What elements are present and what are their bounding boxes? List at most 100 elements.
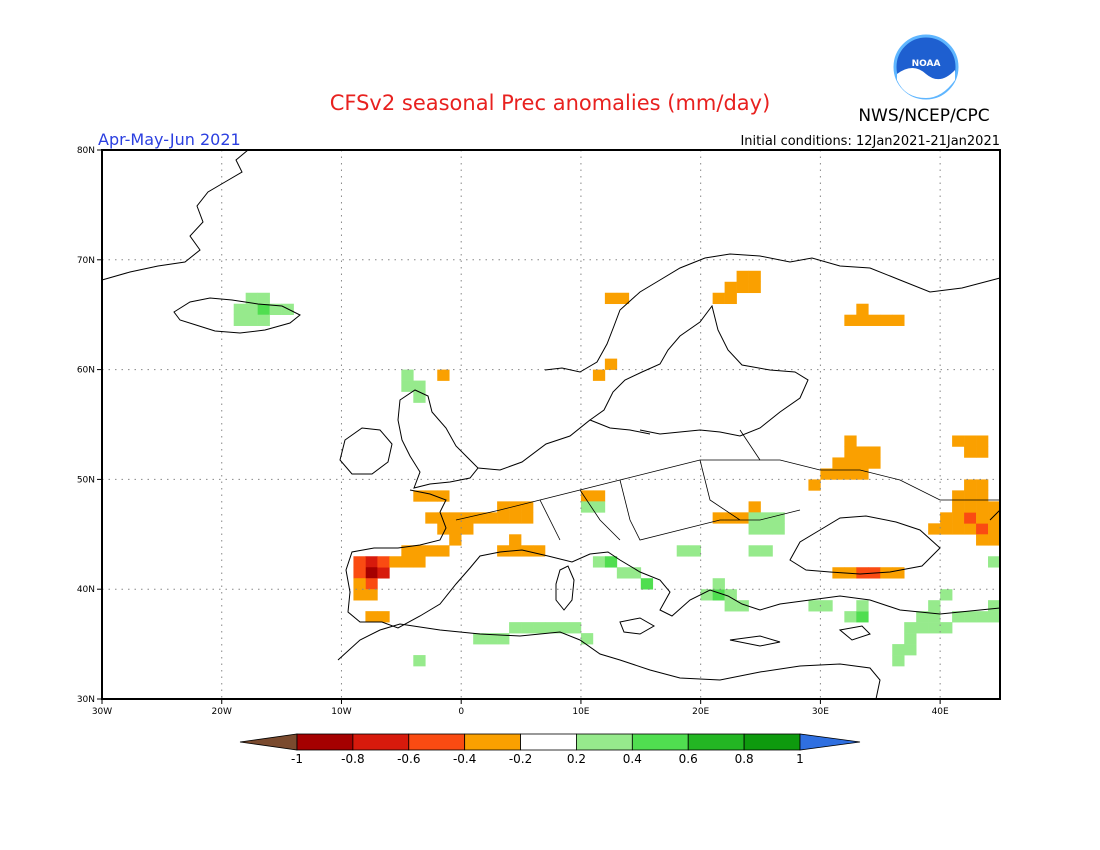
anomaly-cell bbox=[592, 490, 606, 502]
anomaly-cell bbox=[604, 556, 618, 568]
colorbar-label: 0.8 bbox=[735, 752, 754, 766]
anomaly-cell bbox=[640, 578, 654, 590]
anomaly-cell bbox=[473, 512, 486, 524]
anomaly-cell bbox=[940, 589, 953, 601]
anomaly-cell bbox=[461, 512, 474, 524]
anomaly-cell bbox=[832, 457, 845, 469]
anomaly-cell bbox=[509, 622, 522, 634]
cyprus-coast bbox=[838, 625, 871, 641]
anomaly-cell bbox=[988, 534, 1001, 546]
anomaly-cell bbox=[736, 270, 749, 283]
anomaly-cell bbox=[976, 523, 989, 535]
anomaly-cell bbox=[772, 523, 785, 535]
anomaly-cell bbox=[724, 600, 737, 612]
anomaly-cell bbox=[868, 457, 881, 469]
lon-tick-label: 30W bbox=[92, 707, 112, 717]
anomaly-cell bbox=[976, 435, 989, 447]
anomaly-cell bbox=[413, 380, 426, 392]
anomaly-cell bbox=[628, 567, 642, 579]
anomaly-cell bbox=[449, 512, 462, 524]
anomaly-cell bbox=[365, 589, 378, 601]
anomaly-cell bbox=[245, 292, 258, 305]
anomaly-cell bbox=[892, 644, 905, 656]
noaa-logo-text: NOAA bbox=[912, 59, 941, 69]
anomaly-cell bbox=[269, 303, 282, 315]
colorbar-label: -0.2 bbox=[509, 752, 532, 766]
anomaly-cell bbox=[856, 446, 869, 458]
anomaly-cell bbox=[964, 446, 977, 458]
anomaly-cell bbox=[844, 611, 857, 623]
anomaly-cell bbox=[353, 567, 366, 579]
anomaly-cell bbox=[736, 600, 749, 612]
colorbar-bin bbox=[352, 733, 410, 751]
anomaly-cell bbox=[509, 501, 522, 513]
anomaly-cell bbox=[844, 468, 857, 480]
anomaly-cell bbox=[580, 501, 594, 513]
anomaly-cell bbox=[772, 512, 785, 524]
lat-tick-label: 60N bbox=[77, 366, 95, 376]
anomaly-cell bbox=[401, 556, 414, 568]
anomaly-cell bbox=[724, 512, 737, 524]
agency-label: NWS/NCEP/CPC bbox=[858, 106, 989, 126]
north-europe-coast bbox=[477, 419, 651, 471]
anomaly-cell bbox=[928, 611, 941, 623]
anomaly-cell bbox=[748, 512, 761, 524]
colorbar-label: -0.4 bbox=[453, 752, 476, 766]
anomaly-cell bbox=[964, 512, 977, 524]
iceland-coast bbox=[173, 297, 301, 334]
anomaly-cell bbox=[592, 556, 606, 568]
anomaly-cell bbox=[844, 435, 857, 447]
anomaly-cell bbox=[856, 600, 869, 612]
anomaly-cell bbox=[377, 611, 390, 623]
anomaly-cell bbox=[988, 501, 1001, 513]
anomaly-cell bbox=[437, 545, 450, 557]
britain-coast bbox=[397, 389, 479, 489]
axis-tick-labels: 80N 70N 60N 50N 40N 30N 30W 20W 10W 0 10E 20E 30E 40E bbox=[77, 146, 949, 717]
sweden-finland-coast bbox=[589, 304, 809, 437]
anomaly-cell bbox=[425, 490, 438, 502]
anomaly-cell bbox=[832, 468, 845, 480]
anomaly-cell bbox=[245, 303, 258, 315]
colorbar-bin bbox=[520, 733, 577, 751]
anomaly-cell bbox=[521, 622, 534, 634]
anomaly-cell bbox=[940, 523, 953, 535]
caspian-coast bbox=[989, 509, 1001, 521]
anomaly-cell bbox=[449, 534, 462, 546]
map-background bbox=[102, 150, 1000, 699]
anomaly-cell bbox=[964, 523, 977, 535]
anomaly-cell bbox=[736, 512, 749, 524]
anomaly-cell bbox=[952, 435, 965, 447]
anomaly-cell bbox=[844, 446, 857, 458]
anomaly-cell bbox=[604, 358, 618, 370]
anomaly-cell bbox=[976, 512, 989, 524]
colorbar-label: 0.6 bbox=[679, 752, 698, 766]
colorbar-label: -1 bbox=[291, 752, 303, 766]
anomaly-cell bbox=[377, 567, 390, 579]
colorbar-label: -0.6 bbox=[397, 752, 420, 766]
country-borders bbox=[455, 429, 1000, 541]
anomaly-cell bbox=[604, 292, 618, 305]
border-lines bbox=[455, 459, 1000, 521]
colorbar-bin bbox=[743, 733, 801, 751]
lat-tick-label: 50N bbox=[77, 475, 95, 485]
anomaly-cell bbox=[964, 479, 977, 491]
anomaly-cell bbox=[856, 457, 869, 469]
anomaly-cell bbox=[365, 567, 378, 579]
anomaly-cell bbox=[952, 501, 965, 513]
anomaly-cells bbox=[233, 270, 1001, 667]
anomaly-cell bbox=[688, 545, 701, 557]
europe-west-coast bbox=[345, 489, 1001, 629]
anomaly-cell bbox=[533, 545, 546, 557]
anomaly-cell bbox=[592, 369, 606, 381]
anomaly-cell bbox=[365, 556, 378, 568]
anomaly-cell bbox=[964, 435, 977, 447]
anomaly-cell bbox=[964, 490, 977, 502]
anomaly-cell bbox=[976, 611, 989, 623]
anomaly-cell bbox=[497, 501, 510, 513]
anomaly-cell bbox=[437, 369, 450, 381]
anomaly-cell bbox=[353, 578, 366, 590]
anomaly-cell bbox=[748, 545, 761, 557]
anomaly-cell bbox=[509, 512, 522, 524]
anomaly-cell bbox=[928, 622, 941, 634]
